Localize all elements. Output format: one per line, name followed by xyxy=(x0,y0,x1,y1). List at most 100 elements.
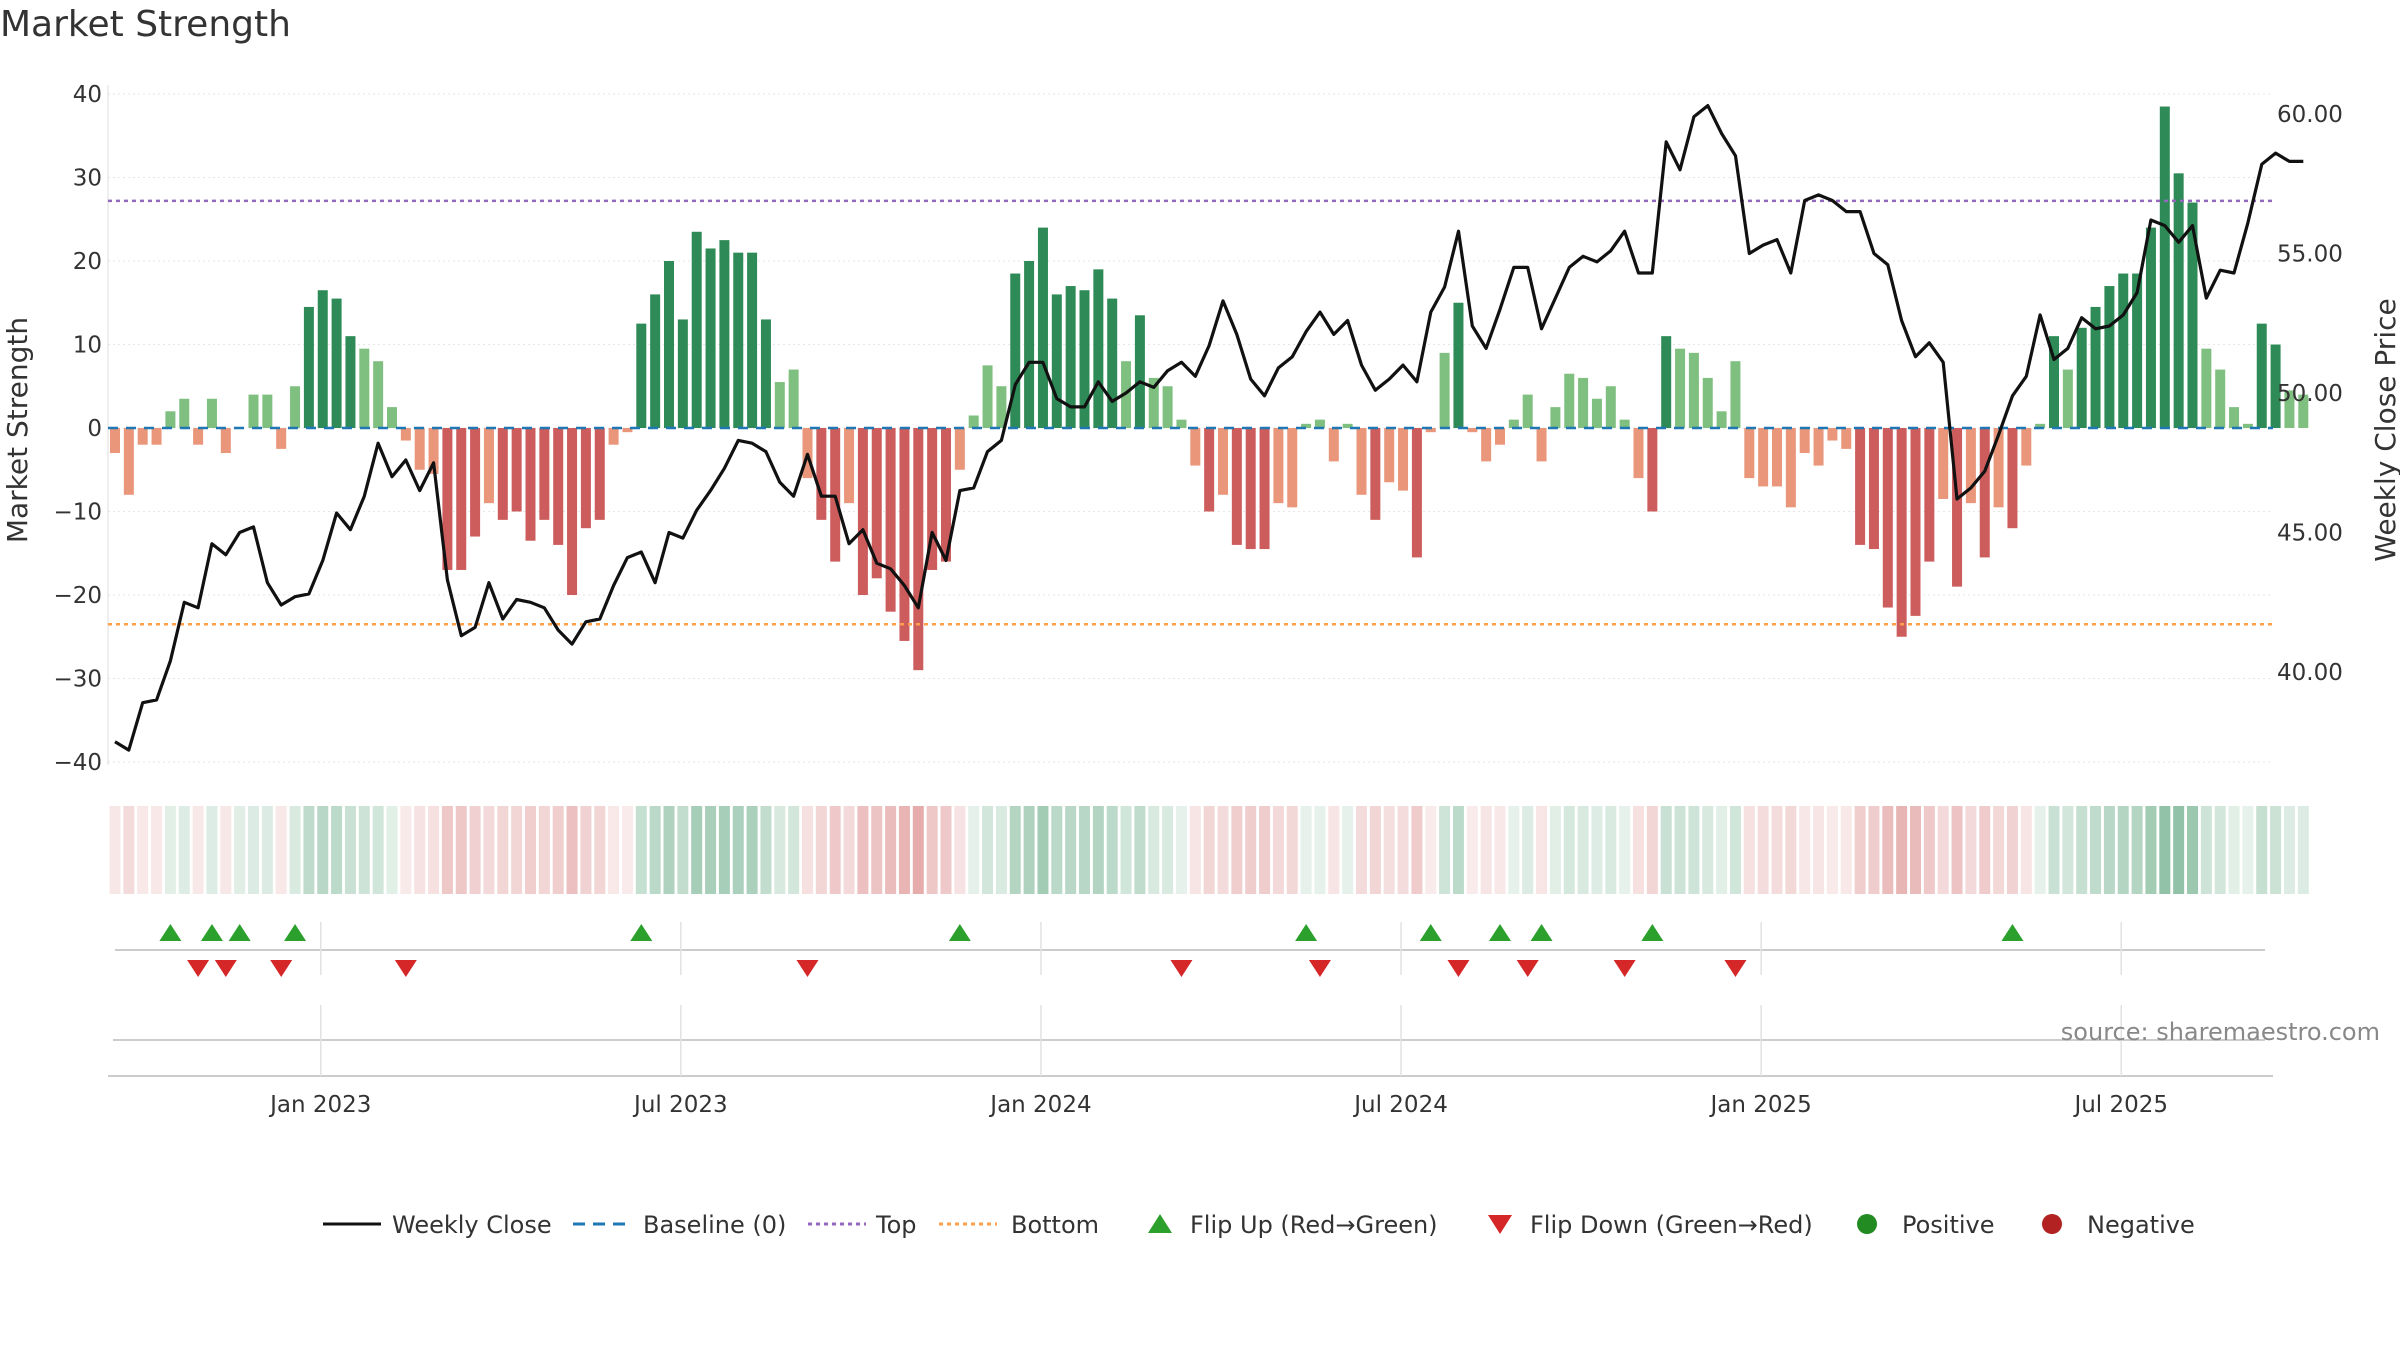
shade-cell xyxy=(137,806,149,894)
strength-bar xyxy=(345,336,356,428)
shade-cell xyxy=(2173,806,2185,894)
strength-bar xyxy=(553,428,564,545)
strength-bar xyxy=(677,319,688,428)
shade-cell xyxy=(2062,806,2074,894)
strength-bar xyxy=(276,428,287,449)
strength-bar xyxy=(2007,428,2018,529)
flip-down-marker xyxy=(1613,960,1636,977)
strength-bar xyxy=(359,348,370,428)
strength-bar xyxy=(580,428,591,529)
shade-cell xyxy=(1799,806,1811,894)
shade-cell xyxy=(566,806,578,894)
strength-bar xyxy=(760,319,771,428)
strength-bar xyxy=(303,306,314,428)
legend-label: Flip Down (Green→Red) xyxy=(1530,1211,1813,1239)
strength-bar xyxy=(1079,290,1090,428)
shade-cell xyxy=(1896,806,1908,894)
shade-cell xyxy=(1577,806,1589,894)
strength-bar xyxy=(664,261,674,428)
strength-bar xyxy=(511,428,522,512)
shade-cell xyxy=(497,806,509,894)
x-tick-label: Jul 2025 xyxy=(2072,1092,2168,1118)
strength-bar xyxy=(857,428,868,595)
shade-cell xyxy=(2297,806,2309,894)
shade-cell xyxy=(414,806,426,894)
shade-cell xyxy=(1342,806,1354,894)
left-tick-label: −40 xyxy=(53,750,102,776)
flip-up-marker xyxy=(948,924,971,941)
x-tick-label: Jul 2023 xyxy=(632,1092,728,1118)
strength-bar xyxy=(165,411,176,428)
strength-bar xyxy=(1550,407,1561,428)
shade-cell xyxy=(1452,806,1464,894)
shade-cell xyxy=(1356,806,1367,894)
strength-bar xyxy=(1702,377,1713,428)
shade-cell xyxy=(1286,806,1298,894)
strength-bar xyxy=(1993,428,2004,508)
strength-bar xyxy=(2049,336,2059,428)
x-tick-label: Jan 2024 xyxy=(988,1092,1091,1118)
flip-down-marker xyxy=(187,960,210,977)
shade-cell xyxy=(220,806,232,894)
legend-item: Top xyxy=(808,1211,917,1239)
shade-cell xyxy=(344,806,356,894)
shade-cell xyxy=(1882,806,1894,894)
strength-bar xyxy=(539,428,550,520)
strength-bar xyxy=(1938,428,1949,499)
shade-cell xyxy=(1037,806,1049,894)
shade-cell xyxy=(829,806,841,894)
left-tick-label: 10 xyxy=(73,333,102,359)
shade-cell xyxy=(1633,806,1644,894)
shade-cell xyxy=(2048,806,2060,894)
shade-cell xyxy=(386,806,398,894)
strength-bar xyxy=(1952,428,1963,587)
strength-bar xyxy=(497,428,508,520)
flip-up-marker xyxy=(159,924,182,941)
shade-cell xyxy=(677,806,689,894)
flip-up-marker xyxy=(284,924,307,941)
strength-bar xyxy=(1148,377,1159,428)
x-tick-label: Jul 2024 xyxy=(1352,1092,1448,1118)
strength-bar xyxy=(373,361,384,428)
strength-bar xyxy=(1453,302,1464,428)
shade-cell xyxy=(469,806,481,894)
shade-cell xyxy=(317,806,329,894)
shade-cell xyxy=(358,806,370,894)
strength-bar xyxy=(968,415,979,428)
shade-cell xyxy=(843,806,855,894)
shade-cell xyxy=(1536,806,1548,894)
left-tick-label: 40 xyxy=(73,82,102,108)
shade-cell xyxy=(2242,806,2254,894)
strength-bar xyxy=(1425,428,1436,433)
strength-bar xyxy=(2187,202,2198,428)
shade-cell xyxy=(1923,806,1935,894)
source-note: source: sharemaestro.com xyxy=(2061,1018,2380,1046)
shade-cell xyxy=(178,806,190,894)
strength-bar xyxy=(1356,428,1367,495)
flip-up-marker xyxy=(200,924,223,941)
strength-bar xyxy=(774,382,785,428)
shade-cell xyxy=(2214,806,2226,894)
shade-cell xyxy=(1300,806,1312,894)
shade-cell xyxy=(2187,806,2198,894)
strength-bar xyxy=(1010,273,1021,428)
weekly-close-series xyxy=(114,103,2304,752)
shade-cell xyxy=(455,806,467,894)
strength-bar xyxy=(996,386,1007,428)
shade-cell xyxy=(400,806,412,894)
strength-bar xyxy=(1398,428,1409,491)
strength-bar xyxy=(428,428,439,474)
strength-bar xyxy=(871,428,882,579)
shade-cell xyxy=(995,806,1007,894)
right-tick-label: 40.00 xyxy=(2277,660,2343,686)
strength-bar xyxy=(2201,348,2212,428)
legend-item: Flip Down (Green→Red) xyxy=(1488,1211,1813,1239)
strength-bar xyxy=(650,294,661,428)
strength-bar xyxy=(1772,428,1782,487)
legend-item: Bottom xyxy=(939,1211,1099,1239)
legend-item: Negative xyxy=(2042,1211,2195,1239)
strength-bar xyxy=(1799,428,1810,454)
left-tick-label: −20 xyxy=(53,583,102,609)
strength-bar xyxy=(788,369,799,428)
left-axis: 40 30 20 10 0 −10 −20 −30 −40 xyxy=(53,82,102,776)
